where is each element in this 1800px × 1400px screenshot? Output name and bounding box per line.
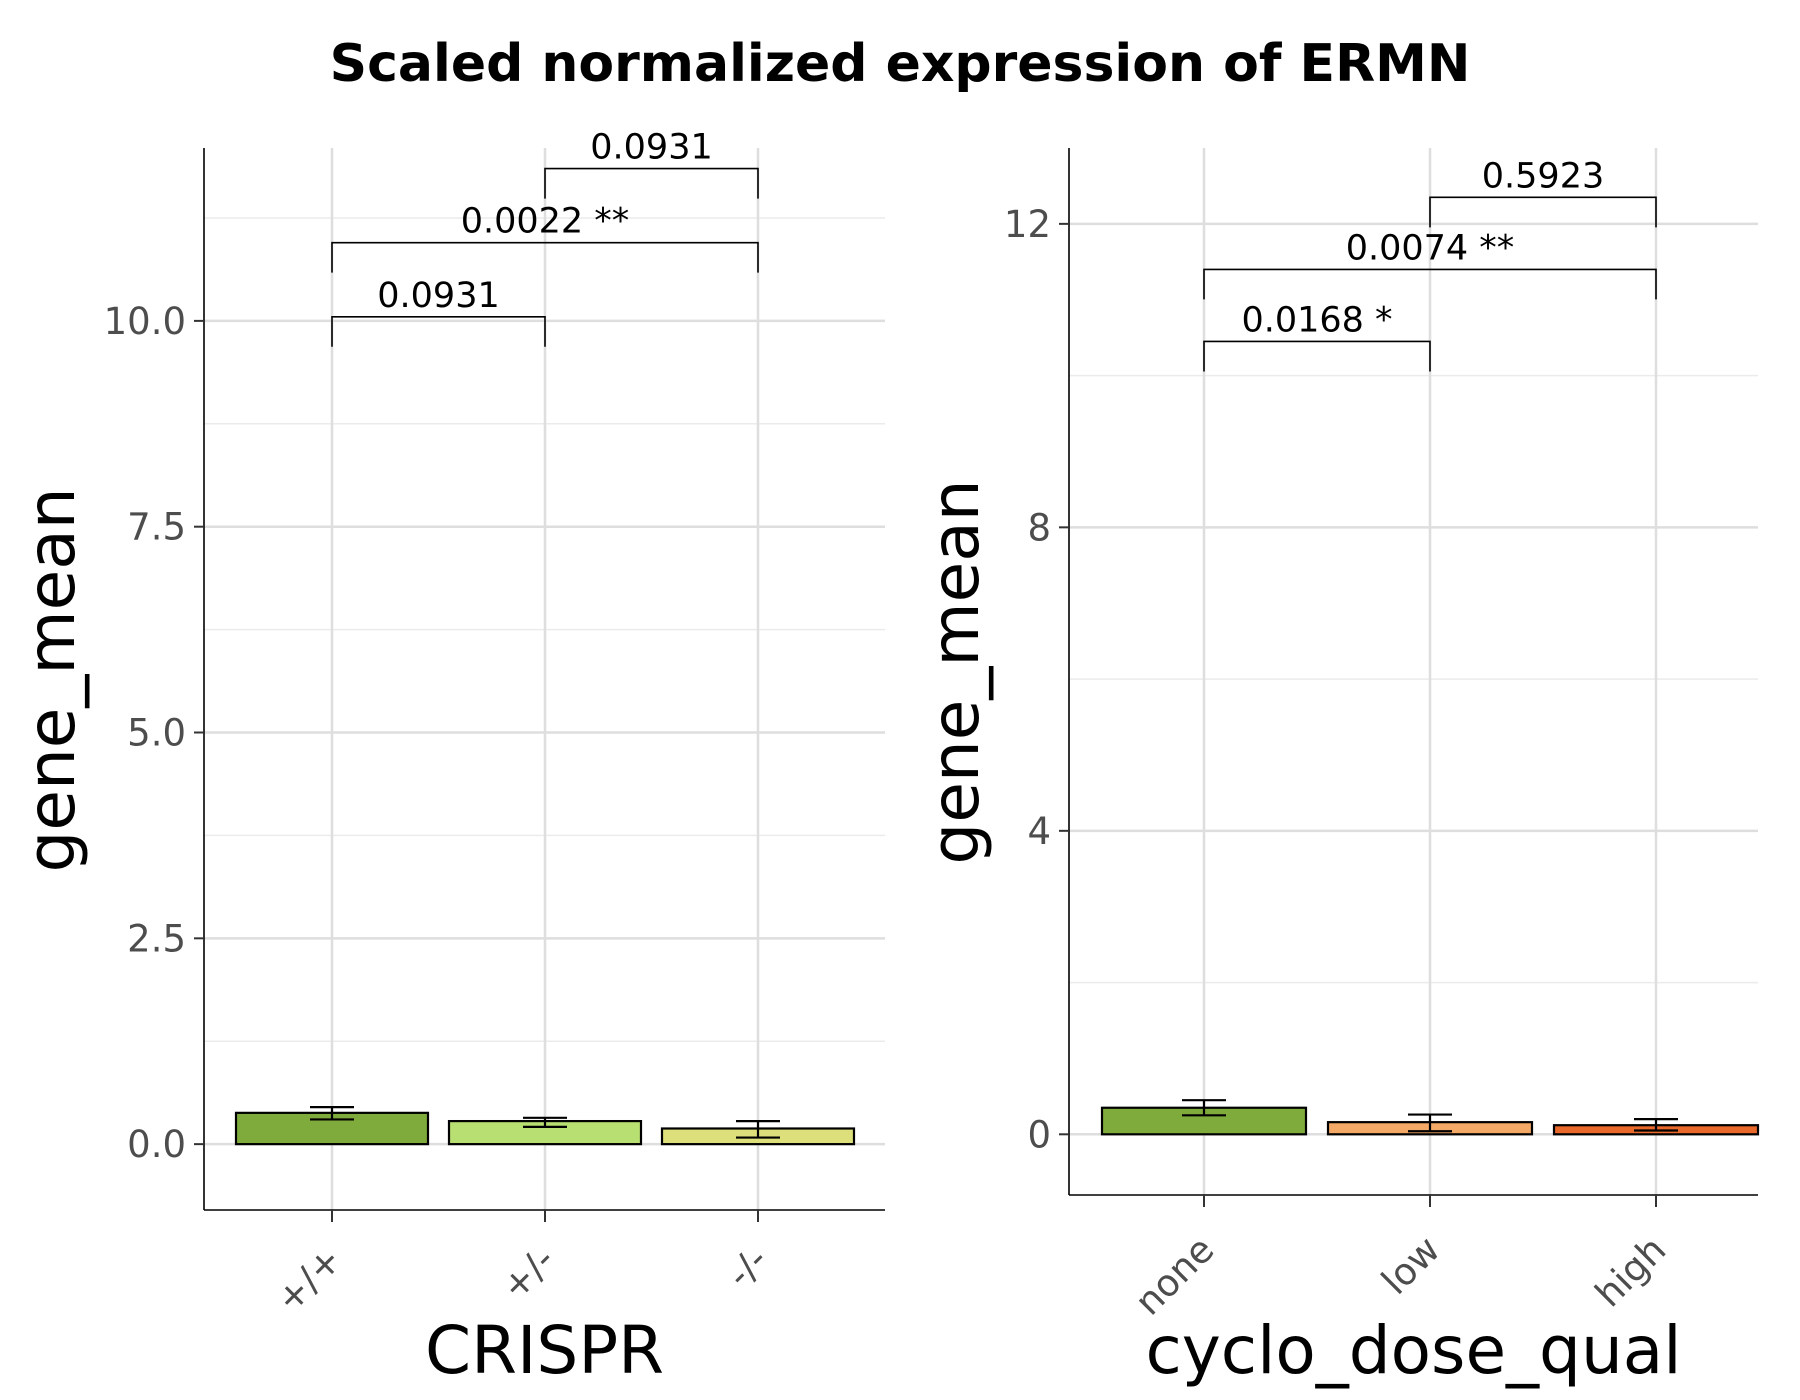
significance-label: 0.0931 [590,128,712,168]
y-tick-label: 4 [1027,810,1051,853]
significance-label: 0.0931 [377,276,499,316]
x-axis-title: CRISPR [425,1312,664,1389]
x-tick-label: low [1373,1228,1448,1303]
bar-+/+ [234,1111,430,1146]
x-tick-label: +/- [493,1238,564,1309]
y-tick-label: 12 [1004,203,1051,246]
significance-bracket [1203,340,1431,372]
y-tick-label: 2.5 [127,917,186,960]
significance-label: 0.0168 * [1241,300,1392,340]
y-tick-label: 0.0 [127,1123,186,1166]
y-tick-label: 5.0 [127,712,186,755]
x-tick-label: high [1587,1228,1674,1315]
y-tick-label: 0 [1027,1113,1051,1156]
significance-label: 0.5923 [1482,156,1604,196]
y-tick-label: 10.0 [104,300,186,343]
significance-bracket [1429,196,1657,228]
significance-bracket [331,315,546,347]
significance-label: 0.0074 ** [1346,228,1515,268]
x-tick-label: -/- [718,1238,776,1296]
significance-bracket [1203,268,1657,300]
y-tick-label: 8 [1027,506,1051,549]
y-axis-title: gene_mean [917,479,994,864]
x-tick-label: none [1127,1228,1223,1324]
x-axis-title: cyclo_dose_qual [1145,1312,1681,1389]
chart-panel-1: 0.0931 0.0022 ** 0.0931 0.0 2.5 5.0 7.5 10.0 +/+… [13,128,885,1389]
significance-label: 0.0022 ** [461,202,630,242]
y-tick-label: 7.5 [127,506,186,549]
chart-title: Scaled normalized expression of ERMN [329,34,1471,94]
significance-bracket [544,167,759,199]
x-tick-label: +/+ [267,1238,350,1321]
y-axis-title: gene_mean [13,487,90,872]
chart-panel-2: 0.0168 * 0.0074 ** 0.5923 0 4 8 12 none low highc… [917,148,1760,1389]
significance-bracket [331,241,759,273]
